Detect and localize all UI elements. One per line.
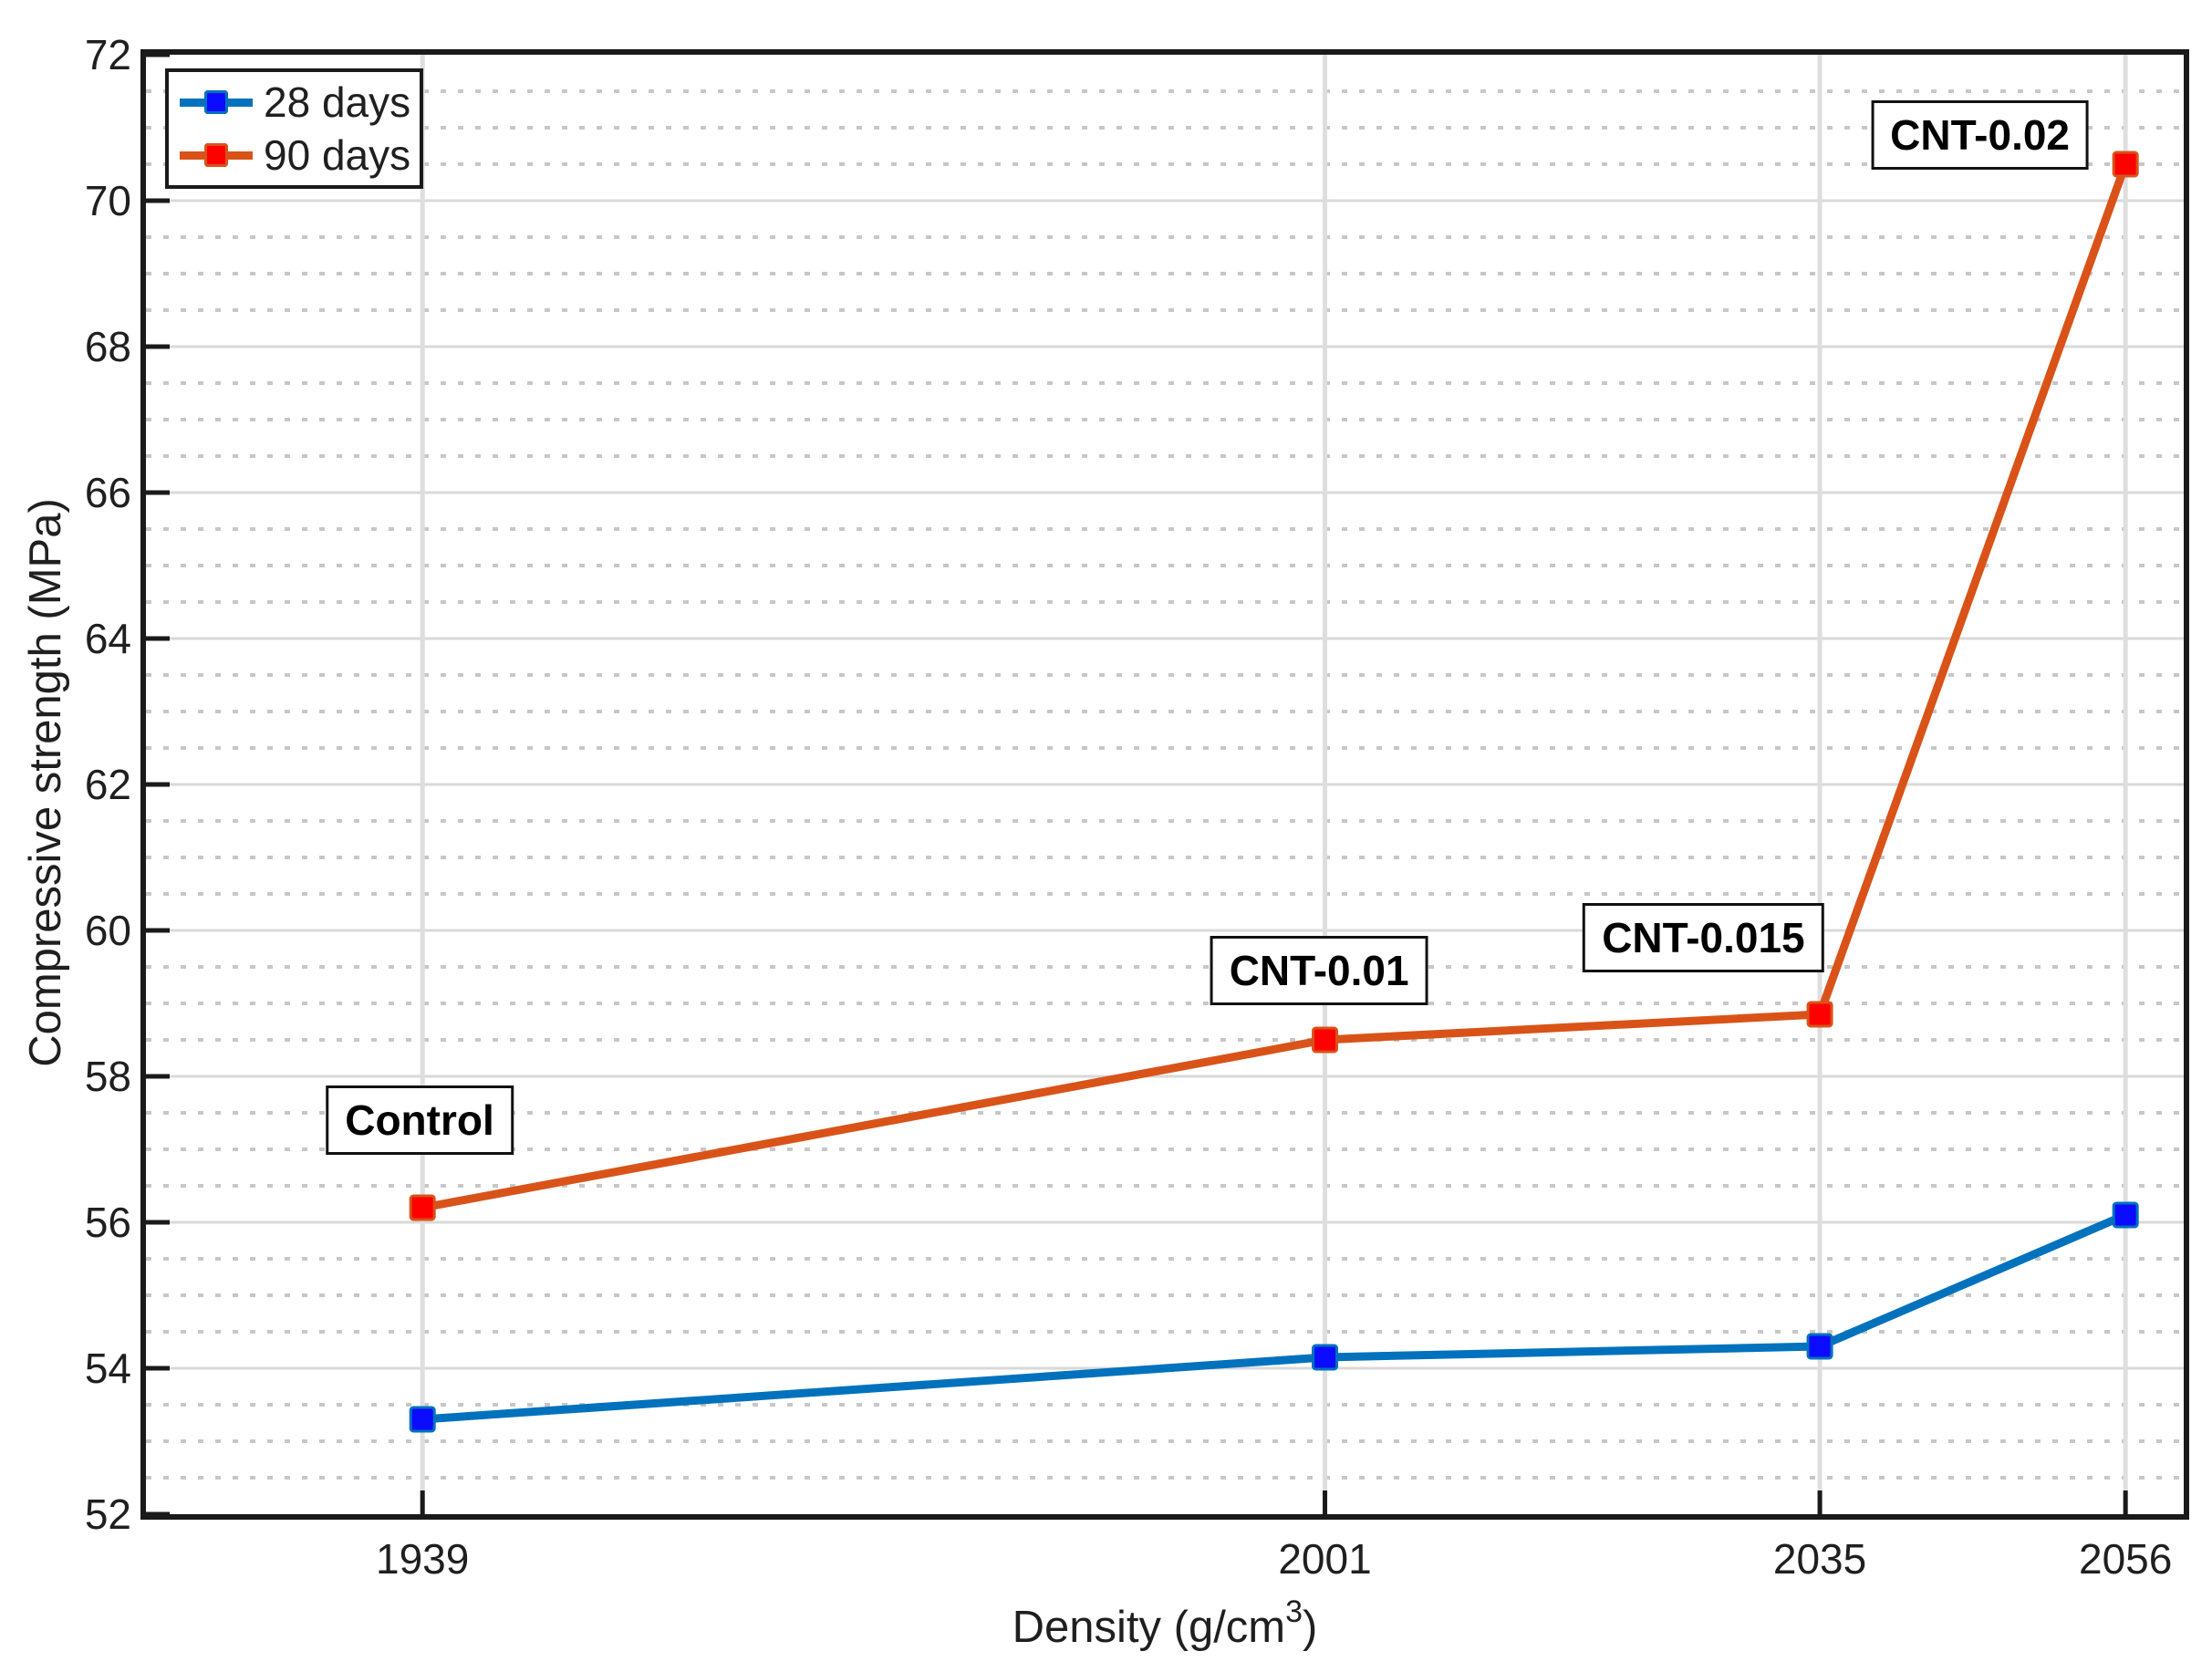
- y-tick-label: 64: [84, 615, 131, 662]
- x-axis-title: Density (g/cm3): [1013, 1594, 1318, 1653]
- x-tick-label: 2056: [2078, 1535, 2173, 1583]
- legend-item-28-days: 28 days: [169, 77, 420, 128]
- y-tick-label: 72: [84, 31, 131, 78]
- data-point-marker: [1806, 1333, 1833, 1360]
- series-line-28-days: [421, 1210, 2127, 1424]
- y-tick-label: 58: [84, 1053, 131, 1100]
- legend-square-marker-icon: [204, 143, 228, 167]
- y-tick-label: 52: [84, 1490, 131, 1538]
- x-tick-label: 2001: [1278, 1535, 1372, 1583]
- legend-swatch-90-days: [180, 130, 253, 181]
- series-line-90-days: [421, 162, 2130, 1212]
- x-axis-title-suffix: ): [1303, 1603, 1318, 1652]
- legend: 28 days 90 days: [165, 68, 423, 189]
- annotation-label-control: Control: [326, 1085, 514, 1155]
- x-axis-title-superscript: 3: [1285, 1594, 1303, 1629]
- data-point-marker: [1312, 1026, 1339, 1054]
- y-tick-label: 62: [84, 761, 131, 808]
- legend-label: 28 days: [264, 78, 411, 126]
- y-tick-label: 56: [84, 1199, 131, 1246]
- y-tick-label: 66: [84, 469, 131, 516]
- data-point-marker: [409, 1406, 436, 1433]
- data-point-marker: [2112, 1201, 2139, 1229]
- legend-square-marker-icon: [204, 90, 228, 114]
- legend-swatch-28-days: [180, 77, 253, 128]
- annotation-label-cnt-0.015: CNT-0.015: [1583, 903, 1824, 972]
- data-point-marker: [1806, 1001, 1833, 1028]
- y-tick-label: 68: [84, 323, 131, 370]
- data-point-marker: [409, 1194, 436, 1221]
- y-tick-label: 60: [84, 907, 131, 954]
- y-tick-label: 70: [84, 177, 131, 224]
- legend-item-90-days: 90 days: [169, 130, 420, 181]
- x-axis-title-prefix: Density (g/cm: [1012, 1603, 1286, 1652]
- data-point-marker: [2112, 151, 2139, 178]
- annotation-label-cnt-0.02: CNT-0.02: [1871, 100, 2090, 170]
- plot-area: Control CNT-0.01 CNT-0.015 CNT-0.02 28 days…: [140, 49, 2189, 1520]
- legend-label: 90 days: [264, 131, 411, 179]
- y-tick-label: 54: [84, 1345, 131, 1392]
- data-point-marker: [1312, 1344, 1339, 1371]
- x-tick-label: 1939: [376, 1535, 470, 1583]
- annotation-label-cnt-0.01: CNT-0.01: [1210, 936, 1428, 1005]
- x-tick-label: 2035: [1772, 1535, 1867, 1583]
- chart-canvas: [146, 55, 2184, 1514]
